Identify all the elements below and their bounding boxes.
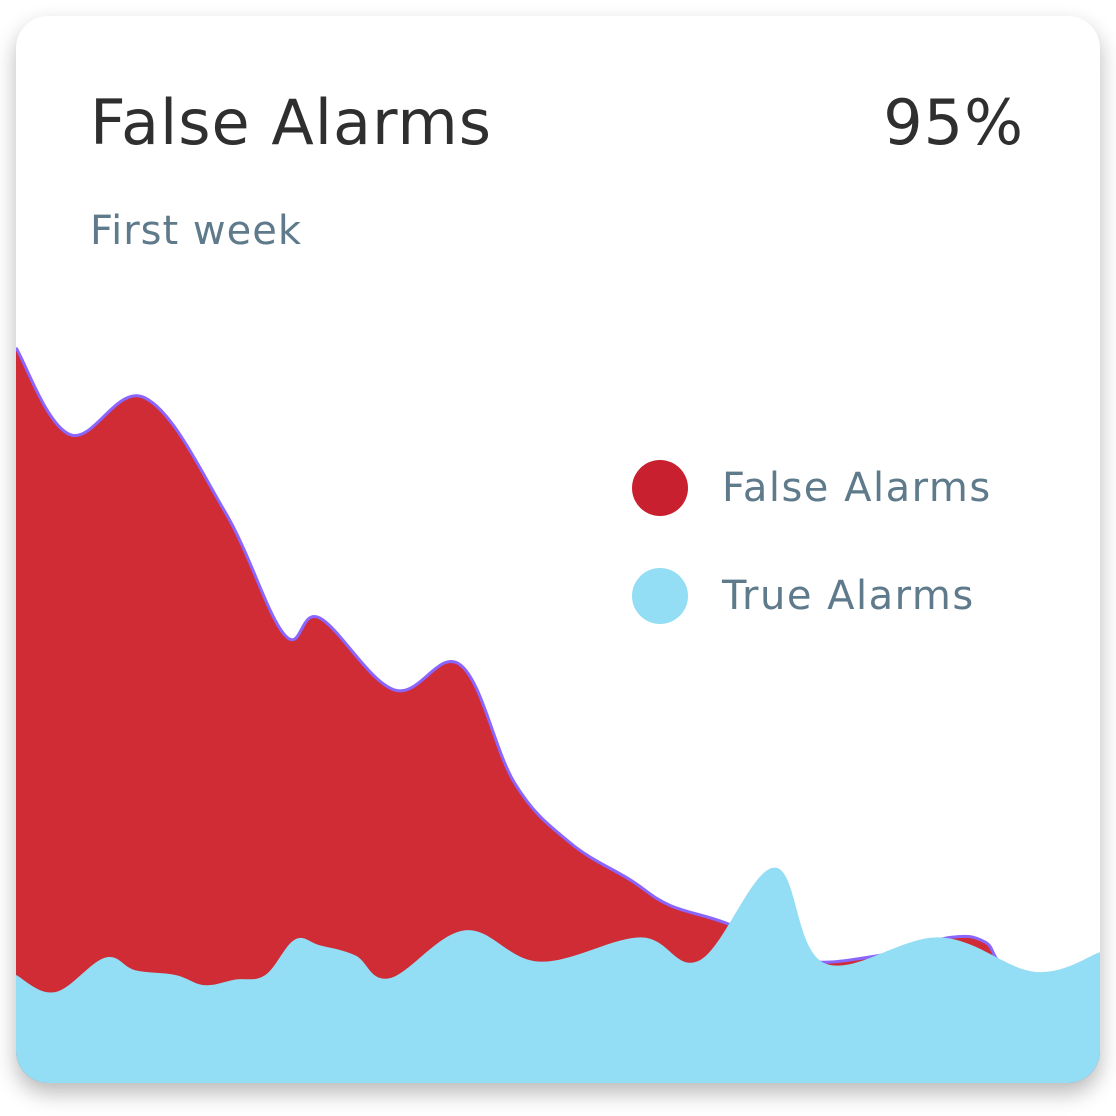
area-chart xyxy=(16,346,1100,1083)
legend: False Alarms True Alarms xyxy=(632,460,992,676)
legend-item-true-alarms: True Alarms xyxy=(632,568,992,624)
card-subtitle: First week xyxy=(90,208,302,254)
area-false-alarms xyxy=(16,347,1100,1083)
legend-item-false-alarms: False Alarms xyxy=(632,460,992,516)
card-title: False Alarms xyxy=(90,86,493,159)
legend-dot-icon xyxy=(632,460,688,516)
area-true-alarms xyxy=(16,867,1100,1083)
false-alarms-card: False Alarms 95% First week False Alarms… xyxy=(16,16,1100,1083)
percentage-value: 95% xyxy=(883,86,1024,159)
legend-label: True Alarms xyxy=(722,573,975,619)
legend-label: False Alarms xyxy=(722,465,992,511)
legend-dot-icon xyxy=(632,568,688,624)
